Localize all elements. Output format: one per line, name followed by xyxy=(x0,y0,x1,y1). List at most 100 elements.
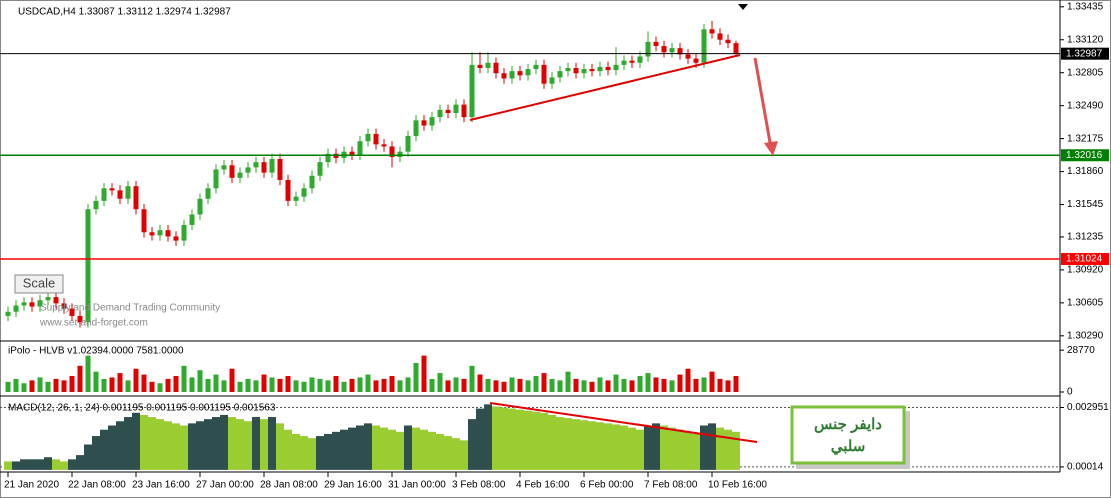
watermark: www.set-and-forget.com xyxy=(39,318,148,329)
scale-button-label[interactable]: Scale xyxy=(23,275,56,290)
volume-bar xyxy=(397,380,403,392)
y-tick-label: 0.002951 xyxy=(1067,402,1109,413)
macd-bar xyxy=(84,444,92,470)
macd-bar xyxy=(540,412,548,470)
volume-bar xyxy=(53,378,59,392)
candle-body xyxy=(309,175,315,189)
macd-bar xyxy=(76,455,84,470)
macd-bar xyxy=(372,425,380,470)
volume-bar xyxy=(101,378,107,392)
volume-bar xyxy=(405,377,411,392)
candle-body xyxy=(197,198,203,215)
volume-bar xyxy=(229,368,235,392)
candle-body xyxy=(109,188,115,191)
arrow-head xyxy=(764,141,778,156)
volume-bar xyxy=(85,355,91,392)
candle-body xyxy=(77,315,83,323)
macd-bar xyxy=(684,431,692,470)
candle-body xyxy=(373,133,379,145)
macd-bar xyxy=(292,433,300,470)
candle-body xyxy=(229,165,235,178)
macd-bar xyxy=(564,418,572,470)
volume-bar xyxy=(693,378,699,392)
chart-title: USDCAD,H4 1.33087 1.33112 1.32974 1.3298… xyxy=(18,7,231,18)
candle-body xyxy=(469,64,475,118)
scale-button-box[interactable] xyxy=(14,274,64,294)
macd-bar xyxy=(676,429,684,470)
macd-bar xyxy=(548,414,556,470)
candle-body xyxy=(685,54,691,59)
macd-bar xyxy=(468,419,476,470)
x-tick-label: 31 Jan 00:00 xyxy=(388,480,446,491)
volume-bar xyxy=(13,378,19,392)
y-tick-label: 1.31860 xyxy=(1067,166,1104,177)
macd-bar xyxy=(492,406,500,470)
volume-bar xyxy=(445,380,451,392)
candle-body xyxy=(589,69,595,72)
macd-bar xyxy=(172,423,180,470)
x-tick-label: 22 Jan 08:00 xyxy=(68,480,126,491)
candle-body xyxy=(293,196,299,201)
macd-bar xyxy=(68,459,76,470)
volume-bar xyxy=(301,381,307,392)
x-tick-label: 29 Jan 16:00 xyxy=(324,480,382,491)
macd-bar xyxy=(644,425,652,470)
candle-body xyxy=(325,153,331,163)
macd-label: MACD(12, 26, 1, 24) 0.001195 0.001195 0.… xyxy=(8,403,276,414)
macd-bar xyxy=(316,436,324,470)
macd-bar xyxy=(284,429,292,470)
candle-body xyxy=(461,104,467,118)
macd-bar xyxy=(500,407,508,470)
x-tick-label: 23 Jan 16:00 xyxy=(132,480,190,491)
candle-body xyxy=(181,224,187,241)
candle-body xyxy=(205,188,211,199)
volume-bar xyxy=(213,374,219,392)
candle-body xyxy=(165,230,171,237)
volume-bar xyxy=(621,378,627,392)
y-tick-label: 1.31235 xyxy=(1067,232,1104,243)
x-tick-label: 10 Feb 16:00 xyxy=(708,480,767,491)
macd-bar xyxy=(332,431,340,470)
candle-body xyxy=(157,230,163,236)
candle-body xyxy=(13,305,19,312)
x-tick-label: 3 Feb 08:00 xyxy=(452,480,506,491)
volume-bar xyxy=(69,376,75,392)
volume-bar xyxy=(413,362,419,392)
macd-bar xyxy=(436,433,444,470)
candle-body xyxy=(261,162,267,173)
candle-body xyxy=(69,308,75,316)
volume-bar xyxy=(189,377,195,392)
volume-bar xyxy=(453,377,459,392)
macd-bar xyxy=(204,419,212,470)
macd-bar xyxy=(412,427,420,470)
volume-bar xyxy=(429,378,435,392)
volume-bar xyxy=(733,376,739,392)
volume-bar xyxy=(61,380,67,392)
candle-body xyxy=(437,109,443,118)
macd-bar xyxy=(100,429,108,470)
volume-bar xyxy=(317,378,323,392)
candle-body xyxy=(541,64,547,84)
candle-body xyxy=(365,133,371,142)
candle-body xyxy=(37,300,43,307)
volume-bar xyxy=(181,365,187,392)
volume-bar xyxy=(149,381,155,392)
volume-bar xyxy=(277,378,283,392)
macd-bar xyxy=(660,425,668,470)
volume-bar xyxy=(245,378,251,392)
trend-line xyxy=(469,54,741,121)
macd-bar xyxy=(476,408,484,470)
candle-body xyxy=(677,48,683,55)
scale-button[interactable]: Scale xyxy=(14,274,64,294)
volume-bar xyxy=(629,380,635,392)
macd-bar xyxy=(116,421,124,470)
macd-bar xyxy=(276,423,284,470)
macd-bar xyxy=(20,459,28,470)
candle-body xyxy=(381,144,387,147)
volume-bar xyxy=(613,374,619,392)
candle-body xyxy=(645,41,651,57)
y-tick-label: 1.30920 xyxy=(1067,265,1104,276)
y-tick-label: 0 xyxy=(1067,387,1073,398)
volume-bar xyxy=(645,373,651,392)
candle-body xyxy=(525,69,531,76)
